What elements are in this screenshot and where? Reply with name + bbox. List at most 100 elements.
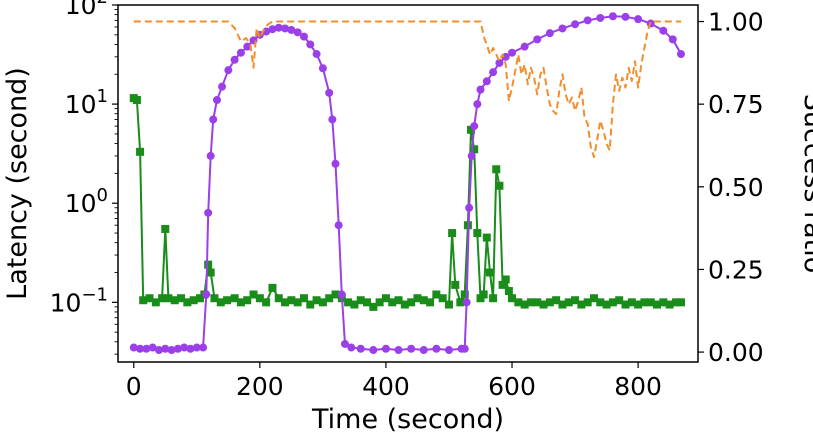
series-0-point (151, 298, 160, 307)
series-1-point (520, 42, 529, 51)
plot-frame (117, 4, 699, 363)
series-1-point (281, 24, 290, 33)
series-0-point (306, 300, 315, 309)
series-0-point (479, 290, 488, 299)
series-1-point (444, 346, 453, 355)
series-1-point (173, 344, 182, 353)
series-0-point (659, 298, 668, 307)
y-axis-right-label: Success ratio (798, 94, 813, 274)
series-1-point (419, 346, 428, 355)
series-0-point (293, 298, 302, 307)
series-1-point (476, 85, 485, 94)
series-1-point (274, 23, 283, 32)
series-0-point (495, 181, 504, 190)
series-0-point (230, 294, 239, 303)
series-1-point (634, 15, 643, 24)
series-0-point (671, 298, 680, 307)
series-0-point (236, 298, 245, 307)
series-0-point (504, 287, 513, 296)
series-1-point (161, 344, 170, 353)
series-0-point (460, 290, 469, 299)
series-0-point (189, 296, 198, 305)
series-0-point (413, 294, 422, 303)
plot-area (117, 4, 699, 363)
series-0-point (473, 229, 482, 238)
series-0-point (331, 290, 340, 299)
series-0-point (432, 290, 441, 299)
series-0-point (577, 300, 586, 309)
x-axis-label: Time (second) (311, 404, 504, 435)
series-0-point (451, 280, 460, 289)
series-1-point (287, 25, 296, 34)
series-1-point (558, 24, 567, 33)
series-1-point (462, 298, 471, 307)
series-1-point (142, 344, 151, 353)
series-0-point (249, 290, 258, 299)
series-0-point (206, 268, 215, 277)
series-1-point (230, 55, 239, 64)
series-1-point (218, 82, 227, 91)
series-0-point (350, 300, 359, 309)
series-0-point (132, 96, 141, 105)
series-1-point (186, 344, 195, 353)
series-0-point (312, 296, 321, 305)
series-0-point (526, 298, 535, 307)
series-0-point (608, 298, 617, 307)
series-0-point (539, 300, 548, 309)
series-1-point (199, 343, 208, 352)
series-0-point (602, 300, 611, 309)
series-0-point (665, 300, 674, 309)
series-0-point (646, 298, 655, 307)
series-0-point (448, 229, 457, 238)
series-0-point (444, 300, 453, 309)
series-1-point (381, 344, 390, 353)
series-1-point (306, 40, 315, 49)
series-1-point (334, 221, 343, 230)
series-1-point (268, 25, 277, 34)
y-right-tick-label: 0.50 (708, 173, 764, 202)
series-1-point (489, 68, 498, 77)
series-0-point (552, 296, 561, 305)
series-0-point (318, 298, 327, 307)
series-0-point (344, 298, 353, 307)
series-0-point (615, 296, 624, 305)
series-1-point (356, 344, 365, 353)
series-0-point (482, 233, 491, 242)
series-0-point (381, 294, 390, 303)
y-axis-right: 0.00 0.25 0.50 0.75 1.00 (698, 8, 764, 367)
series-0-point (489, 294, 498, 303)
series-1-point (337, 290, 346, 299)
series-0-point (164, 294, 173, 303)
series-0-point (467, 125, 476, 134)
series-1-point (224, 66, 233, 75)
series-1-point (676, 50, 685, 59)
series-0-point (394, 296, 403, 305)
series-1-point (659, 26, 668, 35)
series-0-point (268, 283, 277, 292)
series-1-point (180, 343, 189, 352)
series-1-point (236, 48, 245, 57)
series-0-point (485, 268, 494, 277)
series-0-point (210, 294, 219, 303)
y-left-tick-label: 101 (65, 86, 108, 119)
series-1-point (212, 96, 221, 105)
series-1-point (318, 64, 327, 73)
series-0-point (514, 298, 523, 307)
series-1-point (299, 32, 308, 41)
series-0-point (456, 298, 465, 307)
y-axis-left: 10−1 100 101 102 (50, 0, 118, 355)
series-1-point (482, 77, 491, 86)
series-0-point (508, 294, 517, 303)
series-0-point (161, 224, 170, 233)
series-0-point (589, 294, 598, 303)
y-axis-left-label: Latency (second) (2, 67, 33, 300)
series-1-point (129, 343, 138, 352)
series-0-point (470, 145, 479, 154)
series-0-point (564, 298, 573, 307)
series-0-point (407, 298, 416, 307)
series-1-point (325, 88, 334, 97)
series-0-point (255, 294, 264, 303)
series-1-point (571, 20, 580, 29)
series-1-point (495, 58, 504, 67)
series-1-point (347, 343, 356, 352)
